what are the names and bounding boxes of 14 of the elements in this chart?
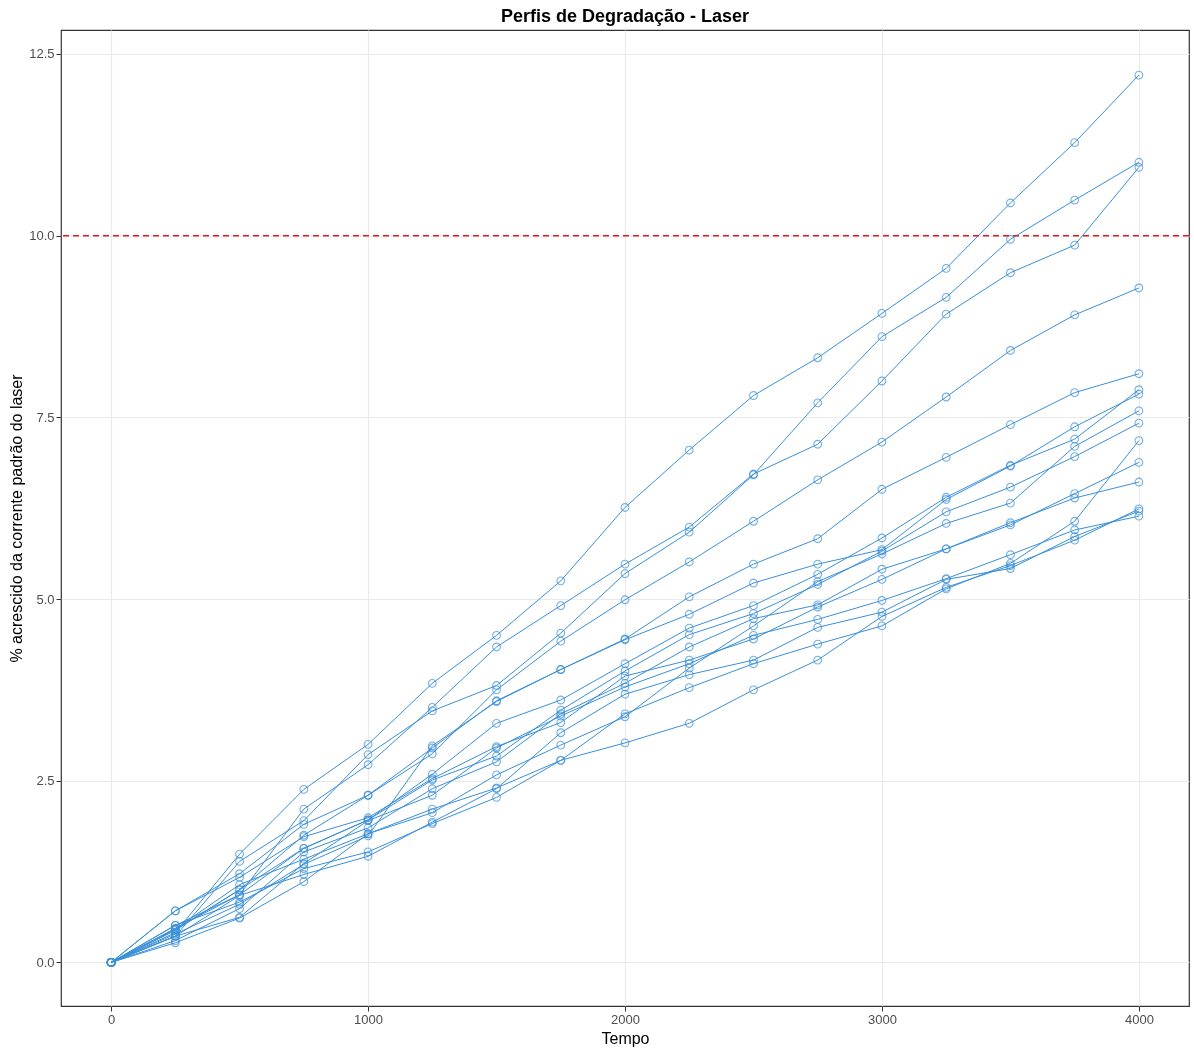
y-tick-label: 10.0 (29, 228, 55, 244)
y-tick-label: 7.5 (36, 409, 55, 425)
x-tick-label: 0 (107, 1011, 116, 1027)
x-axis-title: Tempo (601, 1029, 650, 1047)
x-tick-label: 2000 (611, 1011, 640, 1027)
x-tick-label: 1000 (354, 1011, 384, 1027)
y-tick-label: 5.0 (36, 591, 55, 607)
x-tick-label: 4000 (1124, 1011, 1154, 1027)
y-tick-label: 12.5 (29, 46, 55, 62)
y-axis-title: % acrescido da corrente padrão do laser (8, 373, 26, 663)
chart-title: Perfis de Degradação - Laser (500, 6, 750, 26)
y-tick-label: 2.5 (36, 773, 55, 789)
y-tick-label: 0.0 (36, 954, 55, 970)
x-tick-label: 3000 (867, 1011, 897, 1027)
